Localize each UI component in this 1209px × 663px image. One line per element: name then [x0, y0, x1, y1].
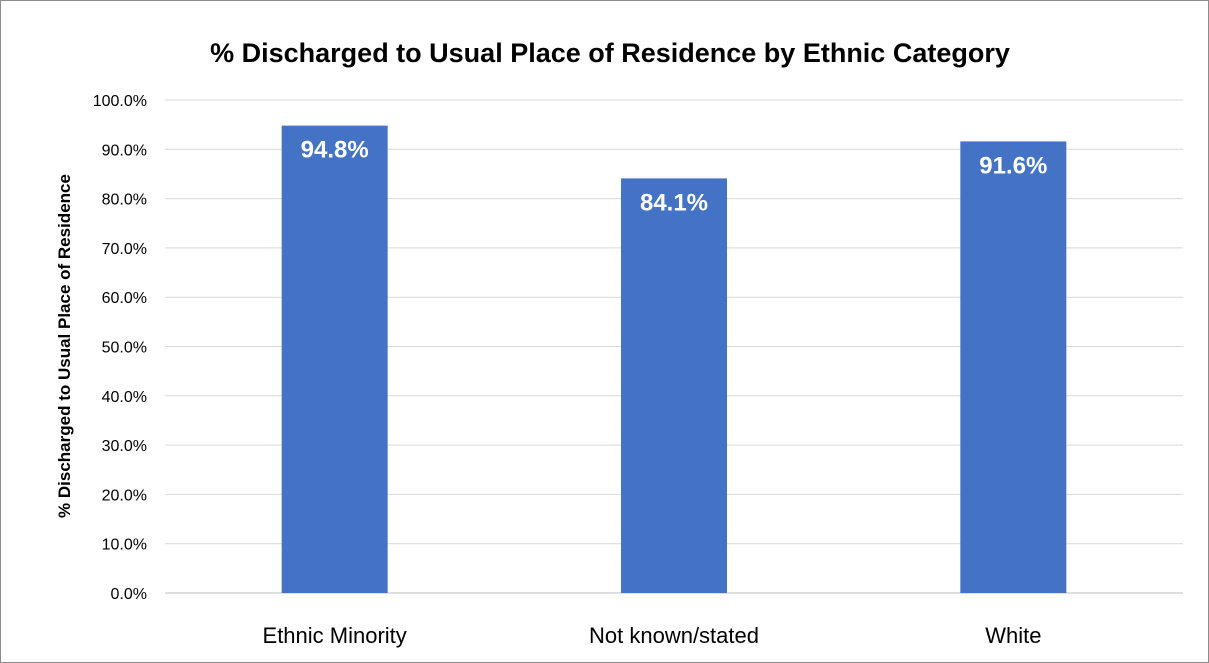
data-label: 91.6% — [979, 152, 1047, 179]
bars — [281, 125, 1067, 594]
bar — [621, 178, 727, 593]
data-label: 94.8% — [301, 137, 369, 164]
y-tick-label: 100.0% — [93, 93, 147, 110]
y-tick-label: 80.0% — [102, 192, 147, 209]
y-tick-label: 70.0% — [102, 241, 147, 258]
chart-title: % Discharged to Usual Place of Residence… — [210, 38, 1010, 68]
x-tick-label: Ethnic Minority — [263, 623, 407, 648]
y-tick-label: 0.0% — [111, 586, 147, 603]
data-label: 84.1% — [640, 189, 708, 216]
y-tick-label: 90.0% — [102, 142, 147, 159]
y-tick-label: 20.0% — [102, 487, 147, 504]
bar — [960, 141, 1067, 594]
y-tick-label: 10.0% — [102, 537, 147, 554]
y-tick-label: 60.0% — [102, 290, 147, 307]
y-tick-label: 40.0% — [102, 389, 147, 406]
data-labels: 94.8% 84.1% 91.6% — [301, 137, 1048, 217]
bar — [281, 125, 388, 594]
x-tick-label: Not known/stated — [589, 623, 759, 648]
y-tick-label: 50.0% — [102, 340, 147, 357]
y-tick-label: 30.0% — [102, 438, 147, 455]
x-tick-label: White — [985, 623, 1041, 648]
x-tick-labels: Ethnic Minority Not known/stated White — [263, 623, 1042, 648]
y-tick-labels: 0.0% 10.0% 20.0% 30.0% 40.0% 50.0% 60.0% 70.0% 8… — [93, 93, 147, 603]
y-axis-label: % Discharged to Usual Place of Residence — [55, 174, 74, 518]
